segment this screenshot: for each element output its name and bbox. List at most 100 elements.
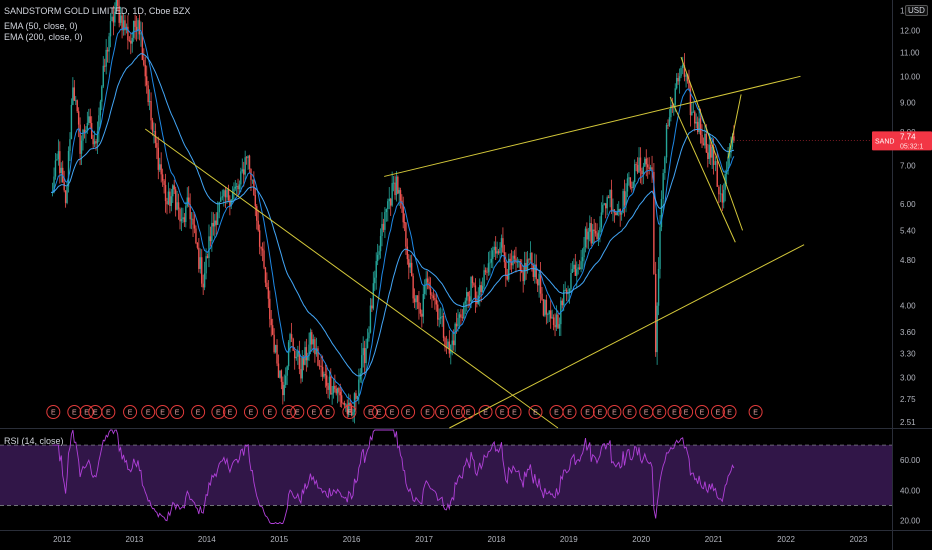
earnings-marker: E bbox=[420, 405, 435, 419]
candle-body bbox=[312, 339, 315, 345]
candle-body bbox=[209, 236, 212, 242]
trendlines bbox=[144, 56, 805, 429]
earnings-label: E bbox=[466, 410, 471, 417]
candle-body bbox=[132, 20, 135, 38]
candle-body bbox=[266, 282, 268, 288]
time-axis[interactable]: 2012 2013 2014 2015 2016 2017 2018 2019 2020 2021… bbox=[53, 535, 868, 544]
candle-body bbox=[76, 100, 78, 112]
candle-body bbox=[317, 348, 319, 366]
candle-body bbox=[280, 370, 283, 382]
time-tick-label: 2017 bbox=[415, 535, 433, 544]
candle-body bbox=[602, 204, 604, 213]
candle-body bbox=[332, 385, 335, 394]
earnings-label: E bbox=[716, 410, 721, 417]
candle-body bbox=[638, 157, 640, 173]
currency-badge[interactable]: USD bbox=[905, 5, 928, 16]
candle-body bbox=[124, 20, 126, 31]
earnings-circle bbox=[290, 405, 305, 419]
earnings-circle bbox=[667, 405, 682, 419]
candle-body bbox=[167, 191, 170, 205]
ema-200-line bbox=[51, 53, 735, 377]
price-tick-label: 7.00 bbox=[900, 161, 916, 170]
candle-body bbox=[487, 263, 490, 273]
earnings-circle bbox=[342, 405, 357, 419]
earnings-label: E bbox=[267, 410, 272, 417]
candle-body bbox=[118, 5, 120, 23]
candle-body bbox=[515, 258, 517, 263]
candle-body bbox=[328, 376, 331, 390]
candle-body bbox=[415, 295, 417, 303]
price-tick-label: 12.00 bbox=[900, 27, 921, 36]
candle-body bbox=[117, 0, 119, 6]
candle-body bbox=[586, 228, 588, 240]
candle-body bbox=[461, 317, 464, 319]
candle-body bbox=[632, 182, 634, 189]
candle-body bbox=[315, 348, 318, 355]
candle-body bbox=[610, 189, 613, 212]
candle-body bbox=[481, 285, 484, 293]
candle-body bbox=[528, 259, 530, 261]
indicator-ema200[interactable]: EMA (200, close, 0) bbox=[4, 32, 83, 42]
candle-body bbox=[716, 161, 718, 187]
candle-body bbox=[193, 224, 196, 229]
candle-body bbox=[300, 369, 302, 379]
candle-body bbox=[727, 156, 729, 171]
earnings-marker: E bbox=[385, 405, 400, 419]
candle-body bbox=[273, 334, 275, 353]
candle-body bbox=[105, 49, 107, 67]
candle-body bbox=[581, 257, 584, 262]
candle-body bbox=[731, 136, 734, 147]
indicator-ema50[interactable]: EMA (50, close, 0) bbox=[4, 21, 78, 31]
candle-body bbox=[387, 201, 389, 209]
candle-body bbox=[238, 184, 241, 190]
earnings-circle bbox=[451, 405, 466, 419]
candle-body bbox=[508, 258, 510, 280]
candle-body bbox=[205, 256, 207, 274]
candle-body bbox=[276, 344, 278, 364]
indicator-rsi[interactable]: RSI (14, close) bbox=[4, 436, 64, 446]
symbol-title[interactable]: SANDSTORM GOLD LIMITED, 1D, Cboe BZX bbox=[4, 6, 191, 16]
candle-body bbox=[190, 218, 193, 220]
candle-body bbox=[591, 229, 594, 244]
earnings-circle bbox=[710, 405, 725, 419]
candle-body bbox=[489, 262, 491, 264]
candle-body bbox=[678, 76, 681, 82]
candle-body bbox=[349, 402, 351, 406]
candle-body bbox=[463, 303, 465, 319]
earnings-label: E bbox=[368, 410, 373, 417]
earnings-circle bbox=[306, 405, 321, 419]
candle-body bbox=[326, 375, 328, 386]
candle-body bbox=[502, 238, 504, 253]
time-tick-label: 2016 bbox=[343, 535, 361, 544]
candle-body bbox=[214, 220, 216, 227]
earnings-label: E bbox=[312, 410, 317, 417]
earnings-marker: E bbox=[155, 405, 170, 419]
candle-body bbox=[196, 243, 199, 248]
candle-body bbox=[163, 180, 165, 185]
candle-body bbox=[342, 402, 344, 404]
candle-body bbox=[590, 223, 592, 244]
candle-body bbox=[635, 164, 637, 166]
candle-body bbox=[685, 74, 687, 77]
candle-body bbox=[422, 294, 424, 317]
earnings-marker: E bbox=[710, 405, 725, 419]
earnings-label: E bbox=[567, 410, 572, 417]
candle-body bbox=[471, 276, 474, 284]
candle-body bbox=[159, 164, 161, 170]
candle-body bbox=[137, 20, 139, 31]
candle-body bbox=[394, 182, 396, 196]
candle-body bbox=[694, 111, 696, 124]
candle-body bbox=[115, 0, 117, 12]
time-tick-label: 2019 bbox=[560, 535, 578, 544]
candle-body bbox=[654, 273, 657, 353]
candle-body bbox=[615, 212, 617, 216]
candle-body bbox=[72, 87, 74, 105]
time-tick-label: 2012 bbox=[53, 535, 71, 544]
candle-body bbox=[704, 133, 706, 146]
earnings-marker: E bbox=[722, 405, 737, 419]
candle-body bbox=[664, 157, 666, 174]
candle-body bbox=[382, 223, 385, 230]
candle-body bbox=[490, 258, 493, 263]
candle-body bbox=[561, 300, 563, 306]
